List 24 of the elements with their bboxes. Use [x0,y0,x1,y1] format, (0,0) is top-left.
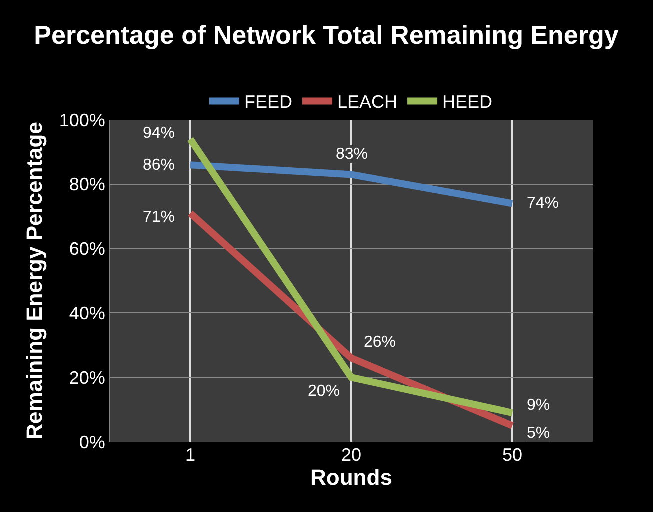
data-label: 86% [143,157,176,174]
data-label: 9% [527,397,550,414]
x-tick-label: 20 [341,445,362,465]
y-tick-label: 0% [79,432,106,452]
data-label: 71% [143,209,176,226]
y-tick-label: 100% [59,110,106,130]
y-axis-title: Remaining Energy Percentage [22,122,48,440]
x-axis-title: Rounds [310,465,392,490]
y-tick-label: 40% [69,304,106,324]
data-label: 94% [143,125,176,142]
data-label: 20% [308,383,340,400]
data-label: 74% [527,195,560,212]
x-tick-label: 1 [185,445,196,465]
y-tick-label: 60% [69,239,106,260]
y-tick-label: 20% [69,368,106,388]
x-tick-label: 50 [502,445,523,465]
legend-label: LEACH [338,92,398,112]
legend-label: HEED [442,92,493,112]
chart-title: Percentage of Network Total Remaining Energy [34,20,620,50]
y-tick-label: 80% [69,174,106,195]
data-label: 83% [336,146,368,163]
legend-label: FEED [244,92,293,112]
data-label: 5% [527,425,550,442]
data-label: 26% [364,334,396,351]
